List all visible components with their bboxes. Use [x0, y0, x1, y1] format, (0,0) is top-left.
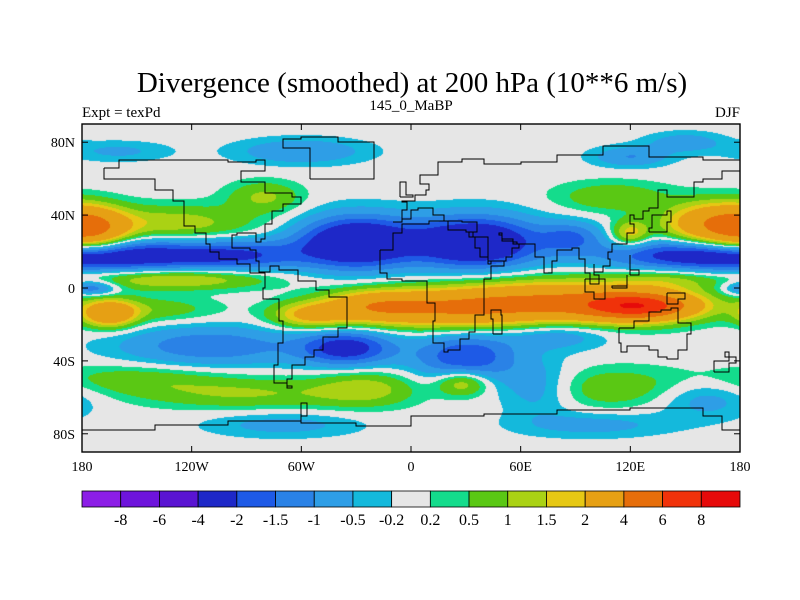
colorbar-box-1 — [120, 490, 160, 508]
x-tick-label-3: 0 — [408, 460, 415, 475]
y-tick-label-0: 80N — [51, 136, 75, 151]
colorbar-label-15: 8 — [697, 512, 705, 529]
colorbar-box-7 — [352, 490, 393, 508]
y-axis: 80N 40N 0 40S 80S — [51, 136, 740, 443]
colorbar-box-12 — [546, 490, 586, 508]
coastline-7 — [399, 181, 414, 198]
colorbar-box-9 — [429, 490, 470, 508]
colorbar-label-4: -1.5 — [263, 512, 288, 529]
x-tick-label-0: 180 — [72, 460, 93, 475]
colorbar-box-16 — [700, 490, 741, 508]
coastline-2 — [379, 220, 505, 353]
coastline-10 — [611, 275, 628, 289]
colorbar-box-5 — [275, 490, 315, 508]
x-tick-label-5: 120E — [616, 460, 646, 475]
colorbar-label-2: -4 — [191, 512, 204, 529]
center-string: 145_0_MaBP — [369, 98, 452, 114]
x-tick-label-6: 180 — [730, 460, 751, 475]
coastline-0 — [103, 159, 348, 389]
colorbar-label-3: -2 — [230, 512, 243, 529]
left-string: Expt = texPd — [82, 105, 161, 121]
colorbar-box-4 — [236, 490, 276, 508]
colorbar-label-0: -8 — [114, 512, 127, 529]
colorbar-box-14 — [623, 490, 663, 508]
colorbar-box-11 — [507, 490, 547, 508]
colorbar-label-14: 6 — [659, 512, 667, 529]
coastline-13 — [629, 255, 640, 276]
colorbar-box-3 — [197, 490, 238, 508]
coastline-11 — [666, 292, 686, 305]
colorbar-label-12: 2 — [581, 512, 589, 529]
right-string: DJF — [715, 105, 740, 121]
colorbar-box-13 — [584, 490, 625, 508]
x-tick-label-2: 60W — [288, 460, 316, 475]
y-tick-label-1: 40N — [51, 209, 75, 224]
x-axis: 180 120W 60W 0 60E 120E 180 — [72, 124, 751, 475]
colorbar-label-5: -1 — [308, 512, 321, 529]
colorbar: -8 -6 -4 -2 -1.5 -1 -0.5 -0.2 0.2 0.5 1 1.5 2 4 6 8 — [81, 490, 741, 529]
colorbar-box-15 — [662, 490, 702, 508]
colorbar-box-6 — [313, 490, 354, 508]
coastline-9 — [584, 278, 606, 300]
y-tick-label-4: 80S — [53, 428, 75, 443]
colorbar-label-9: 0.5 — [459, 512, 479, 529]
colorbar-box-0 — [81, 490, 122, 508]
coastline-1 — [393, 145, 740, 285]
colorbar-box-2 — [159, 490, 199, 508]
coastline-12 — [713, 351, 737, 373]
x-tick-label-1: 120W — [175, 460, 210, 475]
colorbar-box-10 — [468, 490, 509, 508]
colorbar-label-10: 1 — [504, 512, 512, 529]
colorbar-label-11: 1.5 — [536, 512, 556, 529]
colorbar-box-8 — [391, 490, 431, 508]
y-tick-label-3: 40S — [53, 355, 75, 370]
x-tick-label-4: 60E — [509, 460, 532, 475]
divergence-field — [82, 124, 740, 452]
colorbar-label-1: -6 — [153, 512, 166, 529]
coastline-3 — [618, 307, 692, 360]
colorbar-label-8: 0.2 — [420, 512, 440, 529]
colorbar-label-7: -0.2 — [379, 512, 404, 529]
chart-title: Divergence (smoothed) at 200 hPa (10**6 … — [137, 67, 687, 99]
y-tick-label-2: 0 — [68, 282, 75, 297]
coastline-4 — [82, 402, 740, 431]
coastline-6 — [490, 309, 503, 335]
colorbar-label-6: -0.5 — [340, 512, 365, 529]
coastline-5 — [282, 136, 375, 180]
coastline-8 — [648, 210, 672, 233]
colorbar-label-13: 4 — [620, 512, 628, 529]
coastlines — [82, 136, 740, 431]
